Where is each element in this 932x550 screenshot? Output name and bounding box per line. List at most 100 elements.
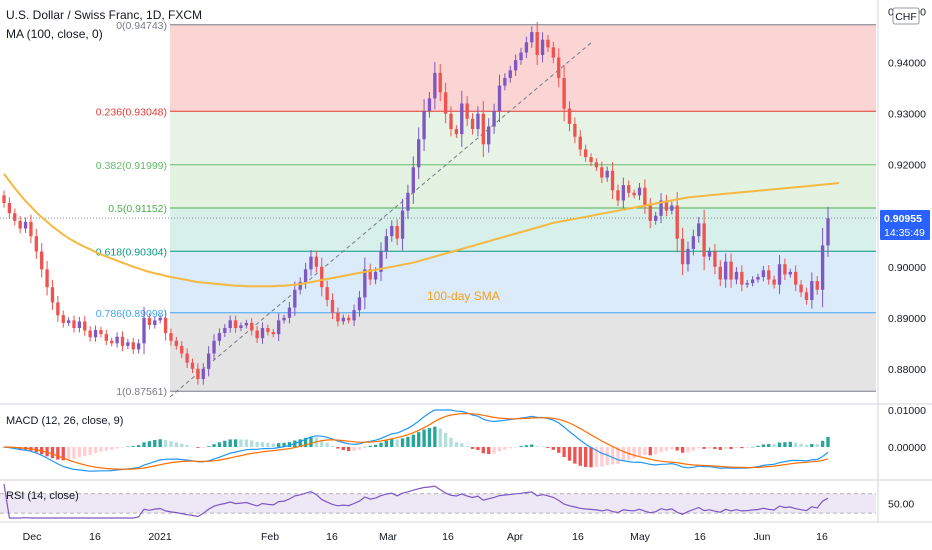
sma-100-line[interactable] <box>3 173 839 288</box>
macd-legend[interactable]: MACD (12, 26, close, 9) <box>6 415 123 427</box>
macd-histogram-bar <box>373 444 378 447</box>
macd-histogram-bar <box>481 447 485 454</box>
candle-body <box>18 220 22 229</box>
macd-histogram-bar <box>702 447 706 449</box>
candle-body <box>163 317 168 334</box>
candle-body <box>600 167 604 178</box>
rsi-tick-label: 50.00 <box>888 498 914 510</box>
candle-body <box>115 336 119 344</box>
macd-histogram-bar <box>196 447 200 448</box>
time-axis[interactable]: Dec 16 2021 Feb 16 Mar 16 Apr 16 May 16 Jun 16 <box>23 531 828 543</box>
macd-histogram-bar <box>734 447 739 449</box>
macd-histogram-bar <box>180 443 184 447</box>
candle-body <box>131 342 135 350</box>
candle-body <box>820 245 825 290</box>
candle-body <box>228 320 232 329</box>
macd-histogram-bar <box>675 447 679 451</box>
rsi-band <box>0 493 876 514</box>
candle-body <box>788 271 792 275</box>
candle-body <box>379 251 383 272</box>
candle-body <box>357 297 362 311</box>
macd-histogram-bar <box>390 439 394 447</box>
macd-histogram-bar <box>546 447 550 448</box>
candle-body <box>110 340 114 344</box>
candle-body <box>276 320 281 335</box>
macd-histogram-bar <box>637 447 642 456</box>
macd-histogram-bar <box>282 442 286 447</box>
candle-body <box>680 238 685 265</box>
candle-body <box>142 317 146 344</box>
candle-body <box>239 325 243 329</box>
candle-body <box>88 330 92 338</box>
macd-histogram-bar <box>745 447 749 448</box>
candle-body <box>653 215 658 221</box>
trend-line[interactable] <box>169 41 593 398</box>
macd-tick-label: 0.01000 <box>888 405 926 417</box>
candle-body <box>352 310 356 321</box>
macd-histogram-bar <box>266 442 270 447</box>
currency-box[interactable] <box>892 7 920 25</box>
candle-body <box>61 315 65 323</box>
candle-body <box>503 77 507 86</box>
price-axis[interactable]: 0.950000.940000.930000.920000.910000.900… <box>888 7 926 376</box>
macd-histogram-bar <box>632 447 636 459</box>
candle-body <box>724 261 728 280</box>
price-tick-label: 0.94000 <box>888 58 926 70</box>
candle-body <box>255 330 259 339</box>
macd-histogram-bar <box>77 447 82 458</box>
rsi-line[interactable] <box>3 483 829 519</box>
candle-body <box>460 103 464 135</box>
candle-body <box>567 108 572 124</box>
macd-histogram-bar <box>212 444 216 447</box>
macd-histogram-bar <box>411 434 415 447</box>
fib-level-label: 0.236(0.93048) <box>96 106 167 118</box>
candle-body <box>223 328 227 334</box>
last-price-badge <box>880 210 930 241</box>
macd-histogram-bar <box>336 447 340 449</box>
candle-body <box>794 271 798 285</box>
fib-zone <box>170 164 876 209</box>
macd-histogram-bar <box>540 446 545 448</box>
candle-body <box>260 328 265 339</box>
candle-body <box>363 269 367 298</box>
macd-histogram-bar <box>320 439 324 447</box>
fib-level-label: 0(0.94743) <box>116 20 167 32</box>
macd-signal-line[interactable] <box>3 412 829 470</box>
candle-body <box>675 205 679 239</box>
time-tick-label: Apr <box>507 531 524 543</box>
candle-body <box>745 283 749 285</box>
candle-body <box>810 281 814 300</box>
macd-histogram-bar <box>578 447 582 466</box>
macd-histogram-bar <box>217 442 222 447</box>
candle-body <box>605 170 609 178</box>
rsi-legend[interactable]: RSI (14, close) <box>6 490 79 502</box>
last-price-countdown: 14:35:49 <box>884 227 925 239</box>
rsi-pane: 50.00 <box>0 483 914 519</box>
candle-body <box>557 57 561 78</box>
candle-body <box>400 210 405 239</box>
candle-body <box>750 279 755 284</box>
macd-histogram-bar <box>244 439 249 447</box>
candle-body <box>443 92 448 114</box>
candle-body <box>756 276 760 280</box>
candle-body <box>783 264 787 275</box>
candle-body <box>250 322 254 331</box>
macd-histogram-bar <box>513 447 518 448</box>
time-tick-label: 16 <box>572 531 584 543</box>
macd-histogram-bar <box>621 447 626 462</box>
fib-zone <box>170 111 876 165</box>
candle-body <box>691 236 696 249</box>
candle-body <box>632 192 636 196</box>
macd-histogram-bar <box>497 447 502 452</box>
candle-body <box>492 111 496 127</box>
macd-histogram-bar <box>357 447 362 450</box>
macd-line[interactable] <box>3 409 829 472</box>
macd-histogram-bar <box>347 447 351 452</box>
ma-legend[interactable]: MA (100, close, 0) <box>6 27 103 41</box>
candle-body <box>99 330 103 335</box>
macd-histogram-bar <box>255 441 259 447</box>
macd-histogram-bar <box>648 447 652 456</box>
macd-histogram-bar <box>276 443 281 447</box>
candle-body <box>320 266 324 288</box>
